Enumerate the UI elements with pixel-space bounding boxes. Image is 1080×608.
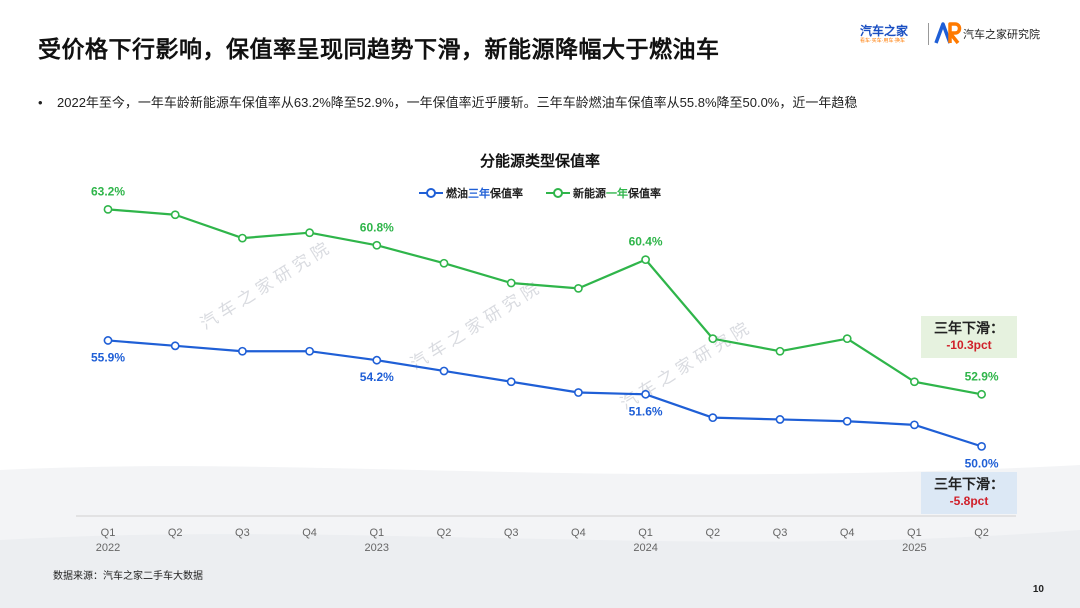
fuel-decline-title: 三年下滑：	[934, 476, 1004, 492]
legend-fuel: 燃油 三年 保值率	[418, 185, 523, 201]
ar-logo-icon	[934, 22, 962, 45]
legend-fuel-prefix: 燃油	[445, 188, 468, 200]
x-tick-label: Q2	[974, 527, 989, 539]
fuel-data-point	[439, 366, 449, 376]
nev-data-point	[708, 334, 718, 344]
x-tick-label: Q1	[369, 527, 384, 539]
bullet-text: • 2022年至今，一年车龄新能源车保值率从63.2%降至52.9%，一年保值率…	[38, 94, 1037, 112]
fuel-data-point	[372, 355, 382, 365]
legend-nev: 新能源 一年 保值率	[546, 185, 661, 201]
x-tick-label: Q3	[773, 527, 788, 539]
fuel-data-label: 51.6%	[629, 404, 663, 418]
nev-data-point	[977, 389, 986, 399]
legend-nev-suffix: 保值率	[628, 188, 662, 200]
logo-divider	[928, 23, 929, 45]
legend-fuel-swatch	[418, 188, 443, 198]
fuel-series-line	[107, 339, 982, 448]
fuel-data-point	[708, 413, 718, 423]
x-year-label: 2022	[96, 542, 120, 554]
nev-data-point	[506, 278, 516, 288]
x-tick-label: Q4	[571, 527, 586, 539]
fuel-data-point	[574, 388, 583, 397]
bullet-dot: •	[38, 95, 43, 110]
fuel-data-point	[977, 441, 986, 451]
legend-fuel-highlight: 三年	[467, 188, 490, 200]
fuel-data-label: 50.0%	[965, 456, 999, 470]
page-number: 10	[1032, 584, 1044, 595]
fuel-data-point	[842, 416, 852, 426]
x-year-label: 2023	[365, 542, 389, 554]
nev-decline-title: 三年下滑：	[934, 320, 1004, 336]
x-tick-label: Q1	[101, 527, 116, 539]
nev-data-point	[842, 334, 852, 344]
nev-data-point	[775, 346, 785, 356]
fuel-data-point	[103, 336, 113, 345]
fuel-data-point	[237, 346, 247, 356]
nev-data-point	[305, 228, 314, 238]
x-year-label: 2025	[902, 542, 926, 554]
fuel-data-label: 54.2%	[360, 370, 394, 384]
watermark-2: 汽 车 之 家 研 究 院	[407, 279, 542, 373]
legend-nev-prefix: 新能源	[573, 188, 607, 200]
nev-data-label: 63.2%	[91, 184, 125, 198]
nev-data-point	[372, 240, 382, 250]
nev-data-point	[641, 255, 650, 265]
nev-decline-note: 三年下滑： -10.3pct	[921, 316, 1017, 358]
data-source: 数据来源：汽车之家二手车大数据	[53, 571, 203, 582]
x-year-label: 2024	[633, 542, 657, 554]
nev-decline-value: -10.3pct	[946, 338, 992, 352]
legend-nev-swatch	[546, 188, 571, 198]
nev-series-line	[107, 208, 982, 396]
legend-fuel-suffix: 保值率	[489, 188, 523, 200]
logo-brand-text: 汽车之家	[860, 24, 909, 38]
nev-data-point	[237, 233, 247, 243]
fuel-data-point	[305, 346, 314, 356]
logo-tagline: 看车·买车·用车·换车	[860, 38, 905, 44]
logo-institute-name: 汽车之家研究院	[963, 29, 1040, 41]
x-tick-label: Q4	[302, 527, 317, 539]
nev-data-point	[170, 210, 180, 220]
fuel-data-point	[506, 377, 516, 387]
brand-logo: 汽车之家 看车·买车·用车·换车 汽车之家研究院	[860, 20, 1066, 50]
fuel-data-point	[170, 341, 180, 351]
fuel-decline-value: -5.8pct	[949, 494, 989, 508]
fuel-decline-note: 三年下滑： -5.8pct	[921, 472, 1017, 514]
nev-data-point	[103, 204, 113, 214]
chart-legend: 燃油 三年 保值率 新能源 一年 保值率	[0, 185, 1080, 201]
x-tick-label: Q3	[504, 527, 519, 539]
x-tick-label: Q1	[907, 527, 922, 539]
nev-data-point	[910, 377, 919, 387]
x-tick-label: Q2	[437, 527, 452, 539]
watermark-3: 汽 车 之 家 研 究 院	[617, 319, 752, 413]
fuel-data-point	[910, 420, 919, 430]
x-tick-label: Q2	[705, 527, 720, 539]
nev-data-label: 60.4%	[629, 235, 663, 249]
nev-data-label: 60.8%	[360, 220, 394, 234]
nev-data-point	[574, 283, 583, 293]
x-tick-label: Q2	[168, 527, 183, 539]
chart-title: 分能源类型保值率	[479, 153, 600, 170]
x-tick-label: Q3	[235, 527, 250, 539]
fuel-data-label: 55.9%	[91, 350, 125, 364]
fuel-data-point	[775, 415, 785, 424]
nev-data-point	[439, 258, 449, 268]
slide-title: 受价格下行影响，保值率呈现同趋势下滑，新能源降幅大于燃油车	[38, 36, 720, 62]
fuel-data-point	[641, 389, 650, 399]
legend-nev-highlight: 一年	[606, 188, 629, 200]
watermark-1: 汽 车 之 家 研 究 院	[197, 239, 332, 333]
x-tick-label: Q4	[840, 527, 855, 539]
nev-data-label: 52.9%	[965, 369, 999, 383]
x-tick-label: Q1	[638, 527, 653, 539]
bullet-content: 2022年至今，一年车龄新能源车保值率从63.2%降至52.9%，一年保值率近乎…	[57, 95, 858, 110]
autohome-logo: 汽车之家 看车·买车·用车·换车	[860, 20, 924, 50]
